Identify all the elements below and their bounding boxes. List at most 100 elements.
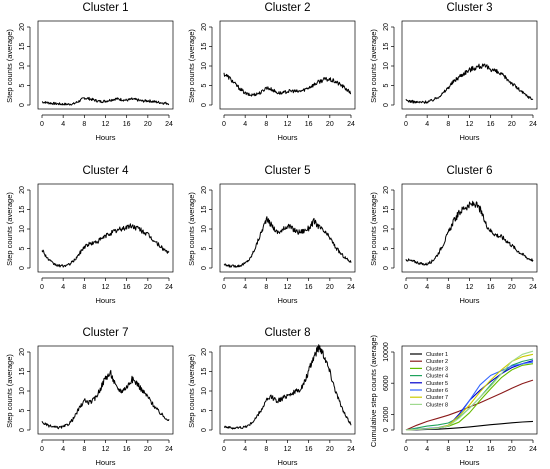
x-axis-label: Hours <box>277 296 297 305</box>
y-tick-label: 10 <box>19 225 26 233</box>
x-tick-label: 12 <box>284 284 292 291</box>
panel-title: Cluster 5 <box>264 165 310 177</box>
plot-frame <box>401 345 538 435</box>
x-tick-label: 20 <box>144 446 152 453</box>
panel-2: Cluster 2 0 5 10 15 20 0 4 8 12 16 20 24 Hours Step co… <box>187 2 356 142</box>
plot-frame <box>219 345 356 435</box>
x-tick-label: 20 <box>144 284 152 291</box>
x-tick-label: 4 <box>61 446 65 453</box>
x-tick-label: 16 <box>123 121 131 128</box>
y-tick-label: 20 <box>19 348 26 356</box>
plot-frame <box>37 20 174 110</box>
x-tick-label: 20 <box>326 446 334 453</box>
x-tick-label: 8 <box>446 121 450 128</box>
x-axis-label: Hours <box>459 133 479 142</box>
y-tick-label: 5 <box>19 408 26 412</box>
y-tick-label: 5 <box>383 246 390 250</box>
x-tick-label: 4 <box>425 284 429 291</box>
legend-label: Cluster 3 <box>426 366 448 372</box>
series-line-trace <box>405 200 534 266</box>
y-tick-label: 20 <box>383 23 390 31</box>
x-tick-label: 8 <box>82 284 86 291</box>
x-tick-label: 16 <box>487 121 495 128</box>
y-axis-label: Step counts (average) <box>5 354 14 428</box>
legend-label: Cluster 1 <box>426 352 448 358</box>
panel-title: Cluster 7 <box>82 327 128 339</box>
y-tick-label: 5 <box>201 246 208 250</box>
legend-label: Cluster 8 <box>426 402 448 408</box>
x-tick-label: 12 <box>284 121 292 128</box>
x-tick-label: 0 <box>404 446 408 453</box>
y-tick-label: 10000 <box>383 342 390 362</box>
y-tick-label: 0 <box>201 103 208 107</box>
y-axis-label: Step counts (average) <box>187 354 196 428</box>
panel-title: Cluster 4 <box>82 165 129 177</box>
x-tick-label: 24 <box>165 284 173 291</box>
y-tick-label: 5 <box>19 246 26 250</box>
plot-frame <box>37 183 174 273</box>
x-tick-label: 0 <box>222 121 226 128</box>
series-line-cluster-8 <box>405 350 534 431</box>
series-line-trace <box>41 96 170 106</box>
x-tick-label: 24 <box>347 446 355 453</box>
x-tick-label: 12 <box>466 446 474 453</box>
panel-title: Cluster 3 <box>446 2 492 14</box>
x-tick-label: 12 <box>102 446 110 453</box>
x-tick-label: 4 <box>425 446 429 453</box>
y-tick-label: 2000 <box>383 407 390 423</box>
x-tick-label: 0 <box>404 284 408 291</box>
legend-label: Cluster 2 <box>426 359 448 365</box>
x-tick-label: 24 <box>529 121 537 128</box>
y-axis-label: Cumulative step counts (average) <box>369 334 378 447</box>
x-tick-label: 0 <box>40 446 44 453</box>
y-tick-label: 20 <box>383 186 390 194</box>
x-tick-label: 8 <box>446 446 450 453</box>
y-tick-label: 0 <box>201 266 208 270</box>
x-tick-label: 24 <box>347 284 355 291</box>
x-tick-label: 16 <box>487 446 495 453</box>
y-tick-label: 10 <box>19 62 26 70</box>
panel-7: Cluster 7 0 5 10 15 20 0 4 8 12 16 20 24 Hours Step co… <box>5 327 174 467</box>
x-axis-label: Hours <box>459 296 479 305</box>
plot-frame <box>37 345 174 435</box>
x-tick-label: 12 <box>466 284 474 291</box>
y-tick-label: 10 <box>383 62 390 70</box>
panel-3: Cluster 3 0 5 10 15 20 0 4 8 12 16 20 24 Hours Step co… <box>369 2 538 142</box>
y-axis-label: Step counts (average) <box>5 29 14 103</box>
x-tick-label: 4 <box>61 284 65 291</box>
y-tick-label: 0 <box>383 428 390 432</box>
y-tick-label: 15 <box>19 206 26 214</box>
panel-title: Cluster 6 <box>446 165 492 177</box>
x-tick-label: 24 <box>165 446 173 453</box>
series-line-trace <box>224 344 352 430</box>
x-tick-label: 0 <box>404 121 408 128</box>
y-tick-label: 20 <box>201 23 208 31</box>
x-tick-label: 4 <box>243 121 247 128</box>
x-tick-label: 4 <box>61 121 65 128</box>
y-tick-label: 15 <box>383 206 390 214</box>
series-line-trace <box>41 223 170 268</box>
y-tick-label: 20 <box>201 186 208 194</box>
x-tick-label: 16 <box>305 121 313 128</box>
x-tick-label: 12 <box>102 121 110 128</box>
y-axis-label: Step counts (average) <box>369 29 378 103</box>
y-axis-label: Step counts (average) <box>369 192 378 266</box>
panel-4: Cluster 4 0 5 10 15 20 0 4 8 12 16 20 24 Hours Step co… <box>5 165 174 305</box>
y-tick-label: 20 <box>201 348 208 356</box>
series-line-trace <box>405 63 534 104</box>
series-line-trace <box>223 216 352 268</box>
y-tick-label: 15 <box>201 368 208 376</box>
x-tick-label: 12 <box>102 284 110 291</box>
x-tick-label: 16 <box>123 446 131 453</box>
legend-label: Cluster 6 <box>426 388 448 394</box>
y-tick-label: 15 <box>383 43 390 51</box>
legend-label: Cluster 4 <box>426 374 448 380</box>
x-tick-label: 0 <box>222 446 226 453</box>
x-tick-label: 8 <box>264 284 268 291</box>
x-tick-label: 16 <box>123 284 131 291</box>
legend-label: Cluster 5 <box>426 381 448 387</box>
y-tick-label: 5 <box>201 83 208 87</box>
x-tick-label: 20 <box>508 121 516 128</box>
x-tick-label: 8 <box>82 446 86 453</box>
x-tick-label: 20 <box>508 446 516 453</box>
